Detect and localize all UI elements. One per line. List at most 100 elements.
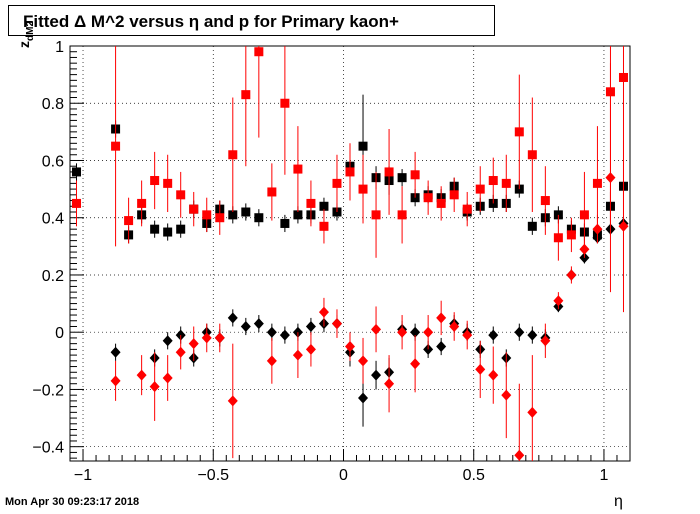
y-tick-label: −0.4 (32, 440, 64, 457)
data-point-square (72, 198, 82, 208)
y-axis-label: zdM2 (16, 21, 36, 48)
data-point-square (228, 150, 238, 160)
data-point-square (358, 141, 368, 151)
data-point-diamond (592, 223, 603, 235)
data-point-square (618, 72, 628, 82)
data-point-square (449, 190, 459, 200)
data-point-diamond (566, 269, 577, 281)
data-point-square (475, 184, 485, 194)
data-point-diamond (292, 349, 303, 361)
data-point-diamond (110, 375, 121, 387)
data-point-diamond (214, 332, 225, 344)
data-point-diamond (162, 335, 173, 347)
data-point-square (228, 210, 238, 220)
data-point-square (540, 196, 550, 206)
data-point-square (254, 47, 264, 57)
data-point-square (579, 210, 589, 220)
data-point-diamond (358, 355, 369, 367)
data-point-square (436, 198, 446, 208)
data-point-square (293, 210, 303, 220)
data-point-square (553, 233, 563, 243)
data-point-square (176, 190, 186, 200)
y-tick-label: 0 (55, 325, 64, 342)
data-point-diamond (475, 363, 486, 375)
y-tick-label: −0.2 (32, 382, 64, 399)
x-tick-label: 1 (600, 467, 609, 484)
data-point-square (306, 198, 316, 208)
x-tick-label: 0.5 (463, 467, 485, 484)
data-point-diamond (227, 395, 238, 407)
data-point-diamond (488, 369, 499, 381)
data-point-square (137, 198, 147, 208)
data-point-diamond (553, 295, 564, 307)
data-point-diamond (305, 343, 316, 355)
data-point-square (150, 176, 160, 186)
data-point-diamond (462, 329, 473, 341)
data-point-square (501, 178, 511, 188)
data-point-diamond (436, 312, 447, 324)
data-point-diamond (149, 381, 160, 393)
data-point-diamond (410, 326, 421, 338)
plot-frame (69, 45, 631, 462)
y-tick-label: 1 (55, 39, 64, 56)
data-point-square (176, 224, 186, 234)
data-point-diamond (397, 326, 408, 338)
x-tick-label: −1 (74, 467, 92, 484)
data-point-square (527, 221, 537, 231)
data-point-diamond (358, 392, 369, 404)
data-point-diamond (488, 329, 499, 341)
data-point-square (241, 90, 251, 100)
data-point-square (371, 210, 381, 220)
data-point-square (163, 178, 173, 188)
data-point-square (241, 207, 251, 217)
data-point-diamond (371, 369, 382, 381)
data-point-diamond (579, 243, 590, 255)
data-point-square (215, 213, 225, 223)
data-point-diamond (162, 372, 173, 384)
data-point-square (566, 230, 576, 240)
data-point-diamond (240, 320, 251, 332)
data-point-diamond (514, 326, 525, 338)
data-point-square (150, 224, 160, 234)
data-point-diamond (266, 355, 277, 367)
chart-title: Fitted Δ M^2 versus η and p for Primary … (23, 12, 399, 31)
data-point-square (267, 187, 277, 197)
data-point-diamond (110, 346, 121, 358)
data-point-square (397, 173, 407, 183)
title-box: Fitted Δ M^2 versus η and p for Primary … (8, 5, 495, 36)
data-point-square (527, 150, 537, 160)
data-point-square (319, 221, 329, 231)
data-point-square (358, 184, 368, 194)
data-point-square (124, 216, 134, 226)
y-axis-label-sub: dM2 (24, 21, 36, 41)
data-point-square (293, 164, 303, 174)
timestamp: Mon Apr 30 09:23:17 2018 (5, 496, 140, 508)
y-tick-label: 0.2 (42, 268, 64, 285)
data-point-square (254, 213, 264, 223)
data-point-diamond (423, 326, 434, 338)
data-point-square (410, 170, 420, 180)
data-point-square (111, 141, 121, 151)
data-point-square (384, 167, 394, 177)
x-tick-label: −0.5 (197, 467, 229, 484)
y-axis-label-main: z (16, 41, 32, 48)
data-point-diamond (449, 320, 460, 332)
y-tick-label: 0.6 (42, 153, 64, 170)
data-point-square (163, 227, 173, 237)
data-point-diamond (501, 389, 512, 401)
x-axis-label: η (614, 493, 623, 510)
data-point-diamond (371, 323, 382, 335)
data-point-square (189, 204, 199, 214)
data-point-diamond (266, 326, 277, 338)
data-point-square (345, 167, 355, 177)
data-point-square (280, 218, 290, 228)
data-point-square (488, 176, 498, 186)
y-tick-label: 0.8 (42, 96, 64, 113)
data-point-diamond (305, 320, 316, 332)
data-point-diamond (201, 332, 212, 344)
data-point-diamond (436, 341, 447, 353)
data-point-diamond (227, 312, 238, 324)
data-point-diamond (410, 358, 421, 370)
data-point-square (72, 167, 82, 177)
data-point-diamond (605, 172, 616, 184)
